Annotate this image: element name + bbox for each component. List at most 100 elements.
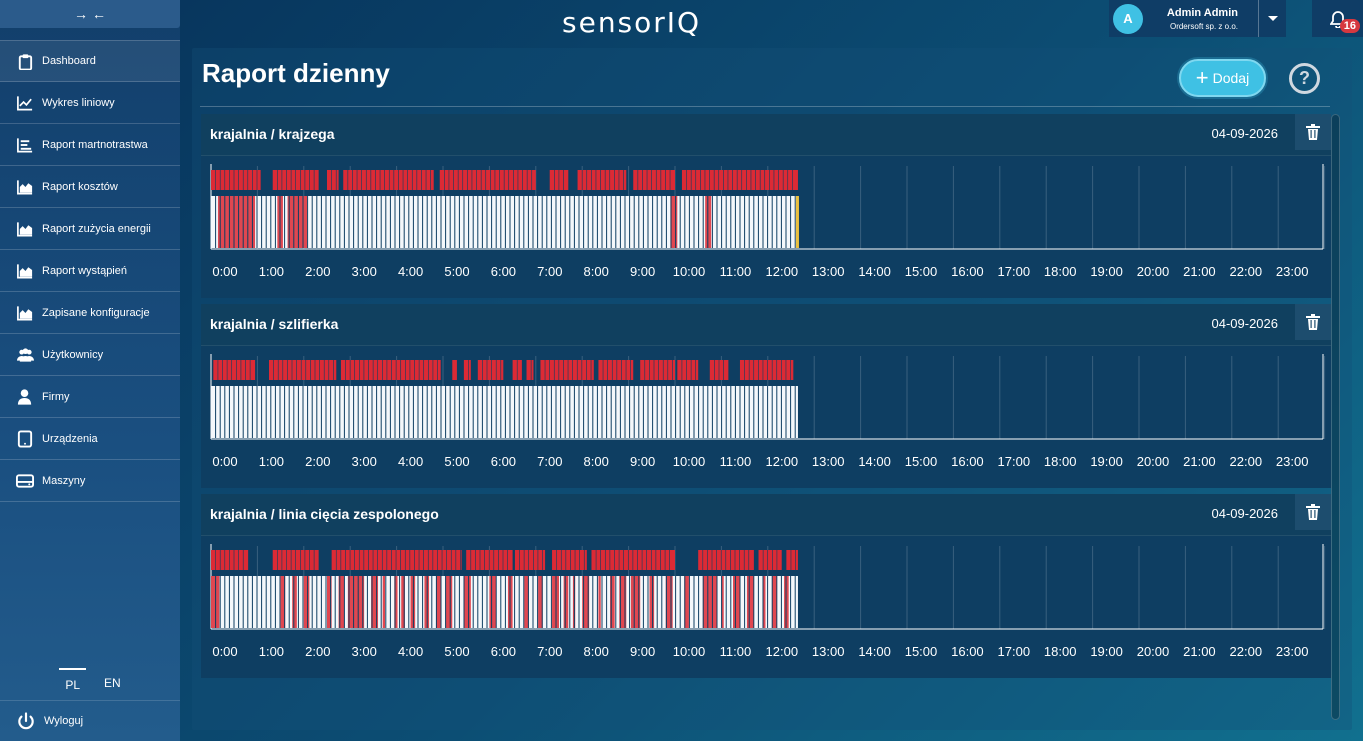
- line-chart-icon: [14, 94, 36, 112]
- language-en[interactable]: EN: [104, 676, 121, 690]
- area-chart-icon: [14, 178, 36, 196]
- activity-segment: [758, 550, 782, 570]
- hour-tick-label: 17:00: [998, 264, 1031, 279]
- activity-segment: [552, 550, 587, 570]
- sidebar-item-10[interactable]: Maszyny: [0, 460, 180, 502]
- status-area: [211, 386, 798, 438]
- help-button[interactable]: ?: [1289, 63, 1320, 94]
- activity-segment: [340, 360, 441, 380]
- sidebar-item-label: Użytkownicy: [42, 348, 104, 361]
- sidebar-item-3[interactable]: Raport kosztów: [0, 166, 180, 208]
- report-header: krajalnia / szlifierka 04-09-2026: [201, 304, 1331, 346]
- report-title: krajalnia / szlifierka: [210, 316, 339, 332]
- hour-tick-label: 12:00: [766, 644, 799, 659]
- activity-segment: [211, 170, 261, 190]
- sidebar-item-4[interactable]: Raport zużycia energii: [0, 208, 180, 250]
- hour-tick-label: 18:00: [1044, 644, 1077, 659]
- sidebar: → ← Dashboard Wykres liniowy Raport martno…: [0, 0, 180, 741]
- hour-tick-label: 20:00: [1137, 264, 1170, 279]
- hour-tick-label: 20:00: [1137, 454, 1170, 469]
- status-alert-segment: [382, 576, 385, 628]
- hour-tick-label: 18:00: [1044, 264, 1077, 279]
- status-alert-segment: [292, 576, 297, 628]
- status-alert-segment: [721, 576, 724, 628]
- status-alert-segment: [684, 576, 689, 628]
- sidebar-item-5[interactable]: Raport wystąpień: [0, 250, 180, 292]
- delete-report-button[interactable]: [1295, 304, 1331, 340]
- status-alert-segment: [746, 576, 754, 628]
- arrow-left-icon: ←: [92, 6, 106, 22]
- notifications-button[interactable]: 16: [1312, 0, 1363, 37]
- status-alert-segment: [763, 576, 766, 628]
- sidebar-item-label: Raport wystąpień: [42, 264, 127, 277]
- sidebar-collapse-button[interactable]: → ←: [0, 0, 180, 28]
- tablet-icon: [14, 429, 36, 448]
- sidebar-item-8[interactable]: Firmy: [0, 376, 180, 418]
- hour-tick-label: 6:00: [491, 264, 516, 279]
- hour-tick-label: 17:00: [998, 644, 1031, 659]
- status-alert-segment: [563, 576, 569, 628]
- activity-segment: [477, 360, 504, 380]
- logout-button[interactable]: Wyloguj: [0, 700, 180, 741]
- report-card: krajalnia / krajzega 04-09-2026 0:00 1:00…: [201, 114, 1331, 298]
- hour-tick-label: 8:00: [584, 644, 609, 659]
- sidebar-item-9[interactable]: Urządzenia: [0, 418, 180, 460]
- status-alert-segment: [287, 196, 308, 248]
- delete-report-button[interactable]: [1295, 494, 1331, 530]
- sidebar-item-label: Raport zużycia energii: [42, 222, 151, 235]
- hour-tick-label: 7:00: [537, 644, 562, 659]
- activity-segment: [327, 170, 339, 190]
- hour-tick-label: 4:00: [398, 454, 423, 469]
- hour-tick-label: 9:00: [630, 454, 655, 469]
- hour-tick-label: 20:00: [1137, 644, 1170, 659]
- hour-tick-label: 15:00: [905, 454, 938, 469]
- sidebar-item-2[interactable]: Raport martnotrastwa: [0, 124, 180, 166]
- hour-tick-label: 14:00: [858, 644, 891, 659]
- timeline-chart: 0:00 1:00 2:00 3:00 4:00 5:00 6:00 7:00 8:00 9:00…: [210, 354, 1326, 469]
- status-alert-segment: [327, 576, 332, 628]
- report-date: 04-09-2026: [1211, 126, 1279, 141]
- delete-report-button[interactable]: [1295, 114, 1331, 150]
- power-icon: [18, 712, 34, 730]
- page-title: Raport dzienny: [202, 58, 390, 88]
- hour-tick-label: 5:00: [444, 264, 469, 279]
- language-pl[interactable]: PL: [59, 668, 86, 692]
- hour-tick-label: 3:00: [352, 264, 377, 279]
- users-icon: [14, 346, 36, 364]
- trash-icon: [1306, 504, 1320, 520]
- hour-tick-label: 0:00: [212, 454, 237, 469]
- report-card: krajalnia / szlifierka 04-09-2026 0:00 1:…: [201, 304, 1331, 488]
- hour-tick-label: 19:00: [1090, 644, 1123, 659]
- status-alert-segment: [772, 576, 778, 628]
- status-alert-segment: [582, 576, 590, 628]
- hour-tick-label: 15:00: [905, 264, 938, 279]
- sidebar-item-6[interactable]: Zapisane konfiguracje: [0, 292, 180, 334]
- hour-tick-label: 13:00: [812, 644, 845, 659]
- activity-segment: [269, 360, 337, 380]
- sidebar-item-7[interactable]: Użytkownicy: [0, 334, 180, 376]
- report-header: krajalnia / linia cięcia zespolonego 04-…: [201, 494, 1331, 536]
- main-panel: Raport dzienny + Dodaj ? krajalnia / kra…: [192, 48, 1352, 730]
- title-divider: [200, 106, 1330, 107]
- add-button[interactable]: + Dodaj: [1179, 59, 1266, 97]
- status-alert-segment: [410, 576, 416, 628]
- hour-tick-label: 16:00: [951, 454, 984, 469]
- hour-tick-label: 22:00: [1230, 264, 1263, 279]
- hour-tick-label: 9:00: [630, 264, 655, 279]
- bar-list-icon: [14, 136, 36, 154]
- status-alert-segment: [347, 576, 365, 628]
- activity-segment: [640, 360, 675, 380]
- activity-segment: [439, 170, 536, 190]
- report-header: krajalnia / krajzega 04-09-2026: [201, 114, 1331, 156]
- scrollbar[interactable]: [1331, 114, 1340, 720]
- caret-down-icon: [1267, 15, 1278, 21]
- user-menu-toggle[interactable]: [1258, 0, 1286, 37]
- hour-tick-label: 11:00: [720, 454, 752, 469]
- status-alert-segment: [524, 576, 529, 628]
- sidebar-item-1[interactable]: Wykres liniowy: [0, 82, 180, 124]
- sidebar-item-0[interactable]: Dashboard: [0, 40, 180, 82]
- hour-tick-label: 16:00: [951, 644, 984, 659]
- hour-tick-label: 3:00: [352, 644, 377, 659]
- user-menu[interactable]: A Admin Admin Ordersoft sp. z o.o.: [1109, 0, 1286, 37]
- user-info: Admin Admin Ordersoft sp. z o.o.: [1143, 7, 1258, 31]
